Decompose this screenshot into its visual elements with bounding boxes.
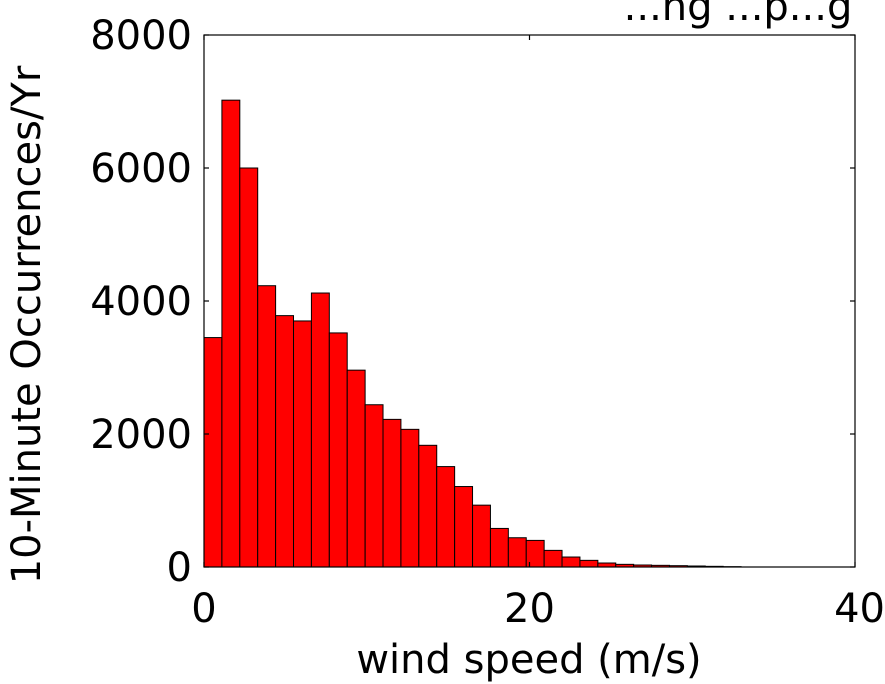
histogram-bar <box>561 556 581 568</box>
y-tick-label: 4000 <box>90 279 192 325</box>
y-axis-title: 10-Minute Occurrences/Yr <box>4 65 50 584</box>
histogram-bar <box>418 444 438 568</box>
histogram-bar <box>203 337 223 568</box>
x-tick-label: 20 <box>504 586 555 632</box>
y-tick-label: 0 <box>167 545 192 591</box>
x-tick-label: 0 <box>191 586 216 632</box>
histogram-bar <box>472 504 491 568</box>
histogram-bar <box>310 292 330 568</box>
histogram-bar <box>346 369 366 568</box>
histogram-bar <box>579 559 599 568</box>
histogram-bar <box>275 315 295 568</box>
histogram-bar <box>221 99 241 568</box>
histogram-bar <box>454 486 474 568</box>
histogram-bar <box>543 549 563 568</box>
x-axis-title: wind speed (m/s) <box>356 637 701 683</box>
histogram-bar <box>328 332 348 568</box>
ticks-layer: 0 2000 4000 6000 8000 0 20 40 <box>90 13 885 632</box>
y-tick-label: 6000 <box>90 146 192 192</box>
x-tick-label: 40 <box>834 586 885 632</box>
histogram-bar <box>382 418 402 568</box>
histogram-bar <box>507 537 527 568</box>
bars-layer <box>203 99 742 568</box>
y-tick-label: 2000 <box>90 412 192 458</box>
histogram-bar <box>293 320 312 568</box>
chart-title: ...ng ...p...g <box>624 0 853 30</box>
y-tick-label: 8000 <box>90 13 192 59</box>
histogram-bar <box>436 466 456 568</box>
histogram-bar <box>489 527 509 568</box>
histogram-bar <box>257 285 277 568</box>
histogram-bar <box>400 428 420 568</box>
histogram-bar <box>239 167 259 568</box>
histogram-bar <box>364 404 384 568</box>
